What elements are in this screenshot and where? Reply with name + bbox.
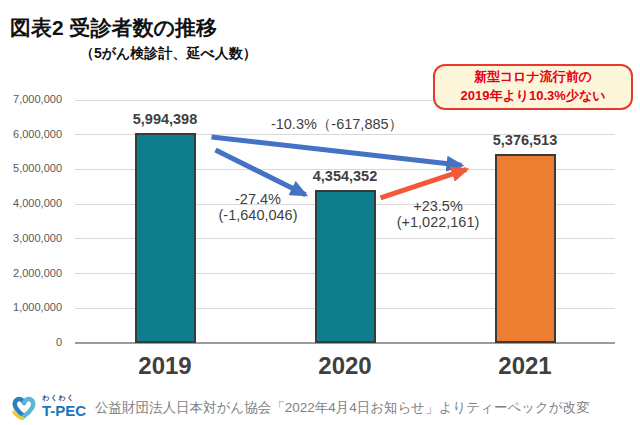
- change-arrow: [212, 137, 462, 165]
- covid-callout-line2: 2019年より10.3%少ない: [435, 87, 631, 106]
- change-arrow: [216, 150, 306, 195]
- x-tick-label-2019: 2019: [138, 352, 191, 380]
- change-label-2019-2020: -27.4% (-1,640,046): [219, 192, 298, 224]
- bar-2019: [135, 133, 196, 343]
- chart-subtitle: （5がん検診計、延べ人数）: [80, 45, 257, 63]
- bar-2020: [315, 190, 376, 343]
- y-tick-label: 2,000,000: [2, 267, 62, 279]
- covid-callout: 新型コロナ流行前の 2019年より10.3%少ない: [433, 64, 633, 110]
- chart-page: 図表2 受診者数の推移 （5がん検診計、延べ人数） 新型コロナ流行前の 2019…: [0, 0, 640, 425]
- change-label-2019-2021: -10.3%（-617,885）: [271, 117, 403, 133]
- y-tick-label: 7,000,000: [2, 93, 62, 105]
- value-label-2019: 5,994,398: [133, 111, 198, 127]
- change-arrow: [381, 169, 467, 197]
- chart-title: 図表2 受診者数の推移: [10, 14, 217, 42]
- y-tick-label: 3,000,000: [2, 232, 62, 244]
- y-tick-label: 4,000,000: [2, 197, 62, 209]
- tpec-logo-icon: [8, 393, 42, 423]
- x-tick-label-2021: 2021: [498, 352, 551, 380]
- tpec-logo-text: わくわく T-PEC: [42, 393, 86, 418]
- x-tick-label-2020: 2020: [318, 352, 371, 380]
- y-tick-label: 1,000,000: [2, 301, 62, 313]
- y-tick-label: 5,000,000: [2, 162, 62, 174]
- value-label-2020: 4,354,352: [313, 168, 378, 184]
- source-note: 公益財団法人日本対がん協会「2022年4月4日お知らせ」よりティーペックが改変: [95, 399, 590, 417]
- y-tick-label: 6,000,000: [2, 128, 62, 140]
- value-label-2021: 5,376,513: [493, 132, 558, 148]
- bar-2021: [495, 154, 556, 343]
- change-label-2020-2021: +23.5% (+1,022,161): [397, 199, 480, 231]
- y-tick-label: 0: [2, 336, 62, 348]
- covid-callout-line1: 新型コロナ流行前の: [435, 68, 631, 87]
